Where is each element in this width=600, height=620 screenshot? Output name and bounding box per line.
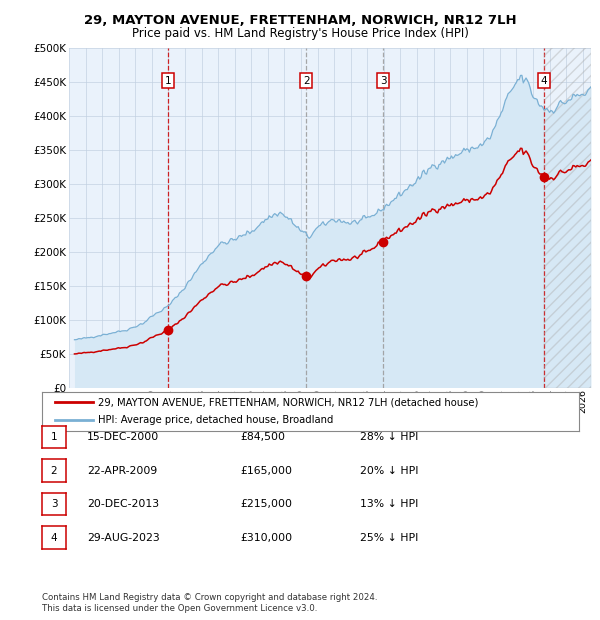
Text: 3: 3 [380,76,386,86]
Text: 2: 2 [303,76,310,86]
Text: 20-DEC-2013: 20-DEC-2013 [87,499,159,509]
Text: £84,500: £84,500 [240,432,285,442]
Text: 29-AUG-2023: 29-AUG-2023 [87,533,160,542]
Text: 28% ↓ HPI: 28% ↓ HPI [360,432,418,442]
Text: 1: 1 [164,76,171,86]
Text: 1: 1 [50,432,58,442]
Text: 15-DEC-2000: 15-DEC-2000 [87,432,159,442]
Text: £215,000: £215,000 [240,499,292,509]
Text: 4: 4 [50,533,58,542]
Text: 22-APR-2009: 22-APR-2009 [87,466,157,476]
Text: 4: 4 [541,76,547,86]
Text: 25% ↓ HPI: 25% ↓ HPI [360,533,418,542]
Text: 20% ↓ HPI: 20% ↓ HPI [360,466,419,476]
Text: 3: 3 [50,499,58,509]
Text: HPI: Average price, detached house, Broadland: HPI: Average price, detached house, Broa… [98,415,334,425]
Text: £165,000: £165,000 [240,466,292,476]
Text: Contains HM Land Registry data © Crown copyright and database right 2024.
This d: Contains HM Land Registry data © Crown c… [42,593,377,613]
Text: Price paid vs. HM Land Registry's House Price Index (HPI): Price paid vs. HM Land Registry's House … [131,27,469,40]
Text: 29, MAYTON AVENUE, FRETTENHAM, NORWICH, NR12 7LH: 29, MAYTON AVENUE, FRETTENHAM, NORWICH, … [83,14,517,27]
Text: £310,000: £310,000 [240,533,292,542]
Text: 29, MAYTON AVENUE, FRETTENHAM, NORWICH, NR12 7LH (detached house): 29, MAYTON AVENUE, FRETTENHAM, NORWICH, … [98,397,479,407]
Text: 2: 2 [50,466,58,476]
Text: 13% ↓ HPI: 13% ↓ HPI [360,499,418,509]
